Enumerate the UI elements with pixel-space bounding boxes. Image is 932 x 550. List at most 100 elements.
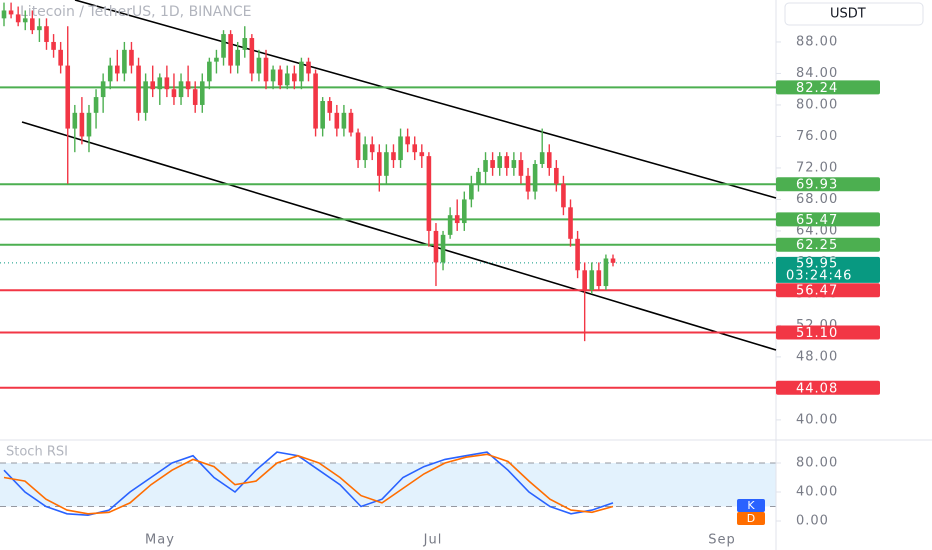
level-tag	[776, 237, 880, 252]
stoch-line	[3, 451, 614, 517]
candle-body	[107, 65, 113, 82]
candle-body	[122, 49, 127, 74]
currency-button[interactable]	[784, 2, 924, 26]
candle-body	[391, 152, 396, 161]
candle-body	[440, 234, 446, 263]
candle-body	[143, 81, 148, 113]
candle-body	[539, 152, 545, 165]
y-tick-label: 64.00	[796, 223, 838, 238]
candle-body	[207, 61, 212, 82]
candle-body	[433, 230, 439, 263]
candle-body	[419, 152, 425, 157]
bands	[0, 462, 776, 507]
chart-title: Litecoin / TetherUS, 1D, BINANCE	[20, 4, 251, 20]
level-label: 51.10	[796, 326, 838, 341]
candle-body	[546, 152, 552, 168]
candle-body	[348, 112, 354, 133]
candle-body	[284, 73, 290, 86]
y-tick-label: 88.00	[796, 34, 838, 49]
legend-label: D	[747, 512, 755, 525]
level-tag	[776, 177, 880, 192]
candle-body	[86, 112, 92, 137]
level-label: 62.25	[796, 238, 838, 253]
candle-body	[504, 156, 510, 168]
candle-body	[185, 81, 191, 90]
candle-body	[192, 89, 198, 105]
indicator-title: Stoch RSI	[6, 445, 68, 460]
level-label: 56.47	[796, 284, 838, 299]
candle-body	[292, 73, 297, 82]
candle-body	[398, 136, 403, 161]
candle-body	[157, 77, 163, 90]
candle-body	[469, 183, 474, 200]
candle-body	[72, 112, 78, 129]
candle-body	[178, 81, 184, 98]
candle-body	[51, 41, 56, 50]
candle-body	[589, 270, 595, 290]
candle-body	[306, 61, 311, 74]
candle-body	[93, 97, 99, 113]
candle-body	[44, 26, 49, 42]
candle-body	[341, 112, 347, 129]
candle-body	[554, 167, 559, 184]
candle-body	[532, 164, 538, 192]
x-tick-label: Jul	[423, 533, 443, 548]
candle-body	[369, 144, 375, 153]
candle-body	[426, 156, 432, 231]
last-price-tag	[776, 256, 880, 283]
level-tag	[776, 380, 880, 395]
candle-body	[65, 65, 71, 129]
candle-body	[263, 57, 269, 82]
candle-body	[603, 258, 609, 287]
candle-body	[447, 215, 453, 235]
candle-body	[334, 112, 340, 129]
candle-body	[242, 38, 248, 50]
upper-channel	[74, 0, 777, 199]
candle-body	[525, 175, 531, 192]
level-tag	[776, 283, 880, 298]
candle-body	[320, 101, 325, 129]
level-label: 65.47	[796, 213, 838, 228]
y-tick-label: 84.00	[796, 66, 838, 81]
currency-label[interactable]: USDT	[830, 7, 866, 22]
candle-body	[582, 270, 587, 290]
candle-body	[277, 69, 283, 86]
candle-body	[476, 171, 481, 184]
candle-body	[561, 183, 566, 208]
candle-body	[313, 73, 318, 129]
stoch-line	[3, 453, 614, 515]
legend-swatch	[737, 499, 765, 512]
candle-body	[518, 160, 524, 176]
candle-body	[214, 57, 219, 62]
level-label: 82.24	[796, 81, 838, 96]
y-tick-label: 68.00	[796, 192, 838, 207]
band-fill	[0, 462, 776, 507]
y-tick-label: 80.00	[796, 97, 838, 112]
y-tick-label: 48.00	[796, 349, 838, 364]
candle-body	[8, 10, 14, 15]
candle-body	[1, 10, 7, 19]
candle-body	[100, 81, 106, 98]
candle-body	[228, 34, 233, 66]
y-tick-label: 0.00	[796, 514, 829, 529]
candle-body	[299, 61, 304, 82]
level-label: 44.08	[796, 381, 838, 396]
candle-body	[490, 160, 495, 168]
level-tag	[776, 80, 880, 95]
candle-body	[575, 238, 580, 271]
last-price-label: 59.95	[796, 256, 838, 271]
candle-body	[362, 144, 368, 161]
candle-body	[384, 152, 389, 176]
candle-body	[115, 65, 120, 74]
legend-label: K	[747, 499, 755, 512]
candle-body	[150, 81, 156, 90]
countdown: 03:24:46	[786, 268, 852, 283]
candle-body	[405, 136, 410, 145]
candle-body	[58, 49, 63, 66]
y-tick-label: 40.00	[796, 412, 838, 427]
lower-channel	[21, 121, 777, 351]
y-tick-label: 72.00	[796, 160, 838, 175]
candle-body	[221, 34, 226, 58]
y-tick-label: 40.00	[796, 484, 838, 499]
